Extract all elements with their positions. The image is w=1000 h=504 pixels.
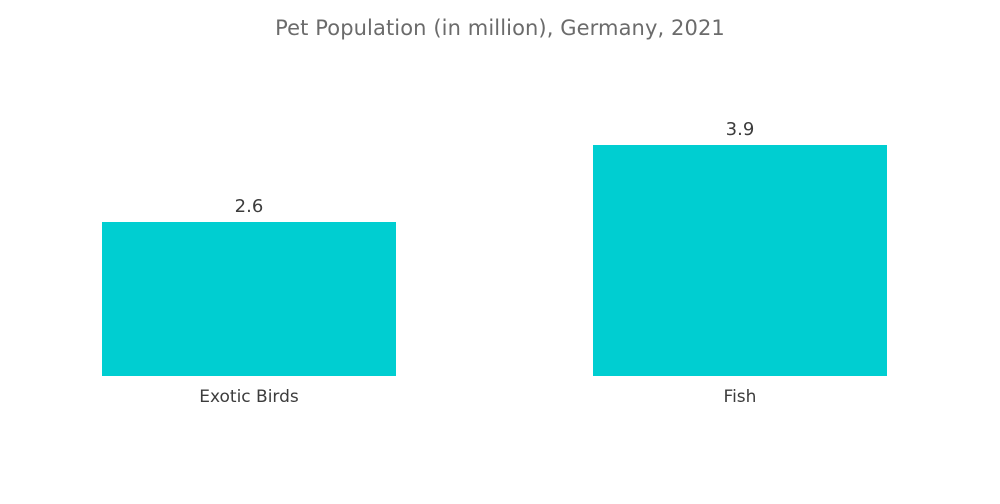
data-label-fish: 3.9 <box>726 119 755 140</box>
data-label-exotic-birds: 2.6 <box>235 196 264 217</box>
bar-fish <box>593 145 887 376</box>
category-label-exotic-birds: Exotic Birds <box>199 387 299 407</box>
chart-title: Pet Population (in million), Germany, 20… <box>275 16 725 40</box>
category-label-fish: Fish <box>724 387 757 407</box>
bar-exotic-birds <box>102 222 396 376</box>
